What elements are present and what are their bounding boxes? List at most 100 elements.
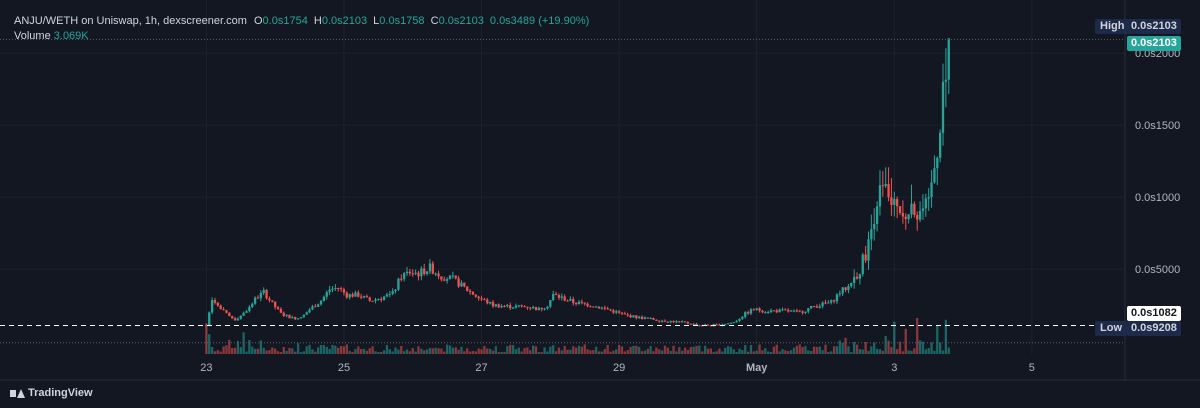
volume-bar: [282, 346, 285, 354]
candle-body: [285, 314, 288, 316]
volume-bar: [881, 350, 884, 354]
volume-bar: [414, 351, 417, 354]
candle-body: [288, 314, 291, 319]
volume-bar: [606, 344, 609, 354]
volume-bar: [815, 346, 819, 354]
candle-body: [569, 299, 572, 301]
candle-body: [552, 293, 555, 301]
volume-bar: [265, 350, 268, 354]
candle-body: [944, 79, 948, 82]
candle-body: [655, 319, 658, 321]
volume-bar: [640, 351, 644, 354]
volume-bar: [256, 348, 260, 354]
volume-bar: [947, 347, 950, 354]
candle-body: [271, 300, 274, 302]
volume-bar: [795, 345, 798, 354]
volume-bar: [867, 350, 870, 354]
candle-body: [339, 288, 343, 290]
candle-body: [228, 312, 231, 317]
volume-bar: [703, 345, 707, 354]
volume-bar: [612, 350, 615, 354]
volume-bar: [574, 347, 578, 354]
candle-body: [933, 168, 936, 183]
volume-bar: [248, 340, 251, 354]
volume-bar: [443, 351, 446, 354]
volume-bar: [706, 348, 710, 354]
volume-bar: [904, 328, 907, 354]
candle-body: [414, 272, 417, 274]
volume-bar: [726, 346, 730, 354]
volume-bar: [712, 351, 715, 354]
volume-bar: [357, 346, 360, 354]
volume-bar: [466, 348, 469, 354]
volume-bar: [658, 349, 661, 354]
volume-bar: [572, 346, 575, 354]
candle-body: [337, 287, 340, 289]
volume-bar: [477, 348, 480, 354]
volume-bar: [698, 345, 701, 354]
x-tick-label-1: 25: [338, 362, 350, 374]
candle-body: [208, 312, 211, 326]
volume-bar: [666, 347, 669, 354]
candle-body: [259, 293, 262, 299]
tradingview-logo[interactable]: TradingView: [10, 387, 93, 399]
candle-body: [649, 318, 652, 320]
volume-bar: [595, 346, 598, 354]
candle-body: [878, 185, 882, 207]
candle-body: [213, 300, 217, 303]
candle-body: [483, 299, 486, 301]
volume-bar: [334, 345, 337, 354]
volume-bar: [632, 345, 635, 354]
candle-body: [374, 299, 377, 301]
candle-body: [210, 300, 214, 313]
legend-volume-row: Volume 3.069K: [14, 29, 589, 44]
candle-body: [511, 307, 515, 309]
candle-body: [781, 309, 784, 311]
candle-body: [554, 293, 558, 296]
candle-body: [531, 307, 535, 309]
volume-bar: [537, 352, 541, 354]
candle-body: [514, 305, 518, 308]
candle-body: [890, 197, 893, 205]
volume-bar: [761, 350, 764, 354]
candle-body: [400, 278, 403, 280]
candle-body: [815, 306, 819, 308]
high-label: H: [313, 15, 322, 27]
candle-body: [345, 292, 348, 298]
volume-bar: [818, 346, 821, 354]
candle-body: [357, 292, 360, 297]
volume-bar: [626, 350, 629, 354]
volume-bar: [724, 347, 727, 354]
volume-bar: [603, 349, 606, 354]
candle-body: [841, 287, 844, 294]
volume-bar: [675, 351, 678, 354]
volume-bar: [382, 350, 386, 354]
candle-body: [795, 310, 798, 312]
y-tick-label-3: 0.0s5000: [1135, 264, 1180, 276]
candle-body: [463, 282, 466, 287]
candle-body: [623, 313, 627, 315]
volume-bar: [480, 349, 483, 354]
volume-bar: [916, 318, 919, 354]
volume-bar: [317, 347, 320, 354]
candle-body: [603, 307, 606, 309]
candle-body: [729, 322, 733, 324]
candle-body: [775, 310, 778, 313]
candle-body: [706, 324, 710, 326]
volume-bar: [789, 350, 793, 354]
candle-body: [807, 308, 810, 312]
volume-bar: [907, 350, 910, 354]
volume-value: 3.069K: [53, 30, 89, 42]
volume-bar: [655, 347, 658, 354]
volume-bar: [514, 349, 518, 354]
candle-body: [308, 309, 311, 313]
candle-body: [769, 310, 773, 312]
volume-bar: [810, 350, 813, 354]
candle-body: [325, 292, 328, 297]
volume-bar: [417, 346, 420, 354]
volume-bar: [529, 350, 532, 354]
y-tick-label-0: 0.0s2000: [1135, 48, 1180, 60]
volume-bar: [683, 347, 687, 354]
